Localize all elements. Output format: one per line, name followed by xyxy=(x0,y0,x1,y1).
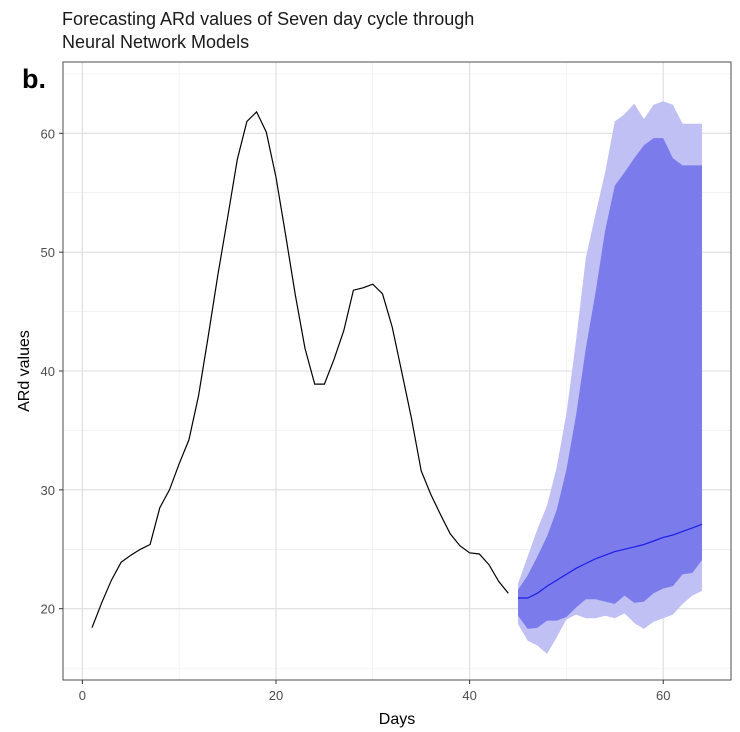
y-tick-label: 50 xyxy=(41,245,55,260)
y-tick-label: 40 xyxy=(41,364,55,379)
x-axis-title: Days xyxy=(379,711,415,728)
forecast-band-80 xyxy=(518,138,702,629)
y-tick-label: 20 xyxy=(41,602,55,617)
forecast-bands xyxy=(518,101,702,654)
y-tick-label: 60 xyxy=(41,126,55,141)
x-tick-label: 60 xyxy=(656,688,670,703)
y-axis-title: ARd values xyxy=(16,330,33,412)
axis-ticks: 0 20 40 60 20 30 40 50 60 xyxy=(41,126,671,703)
x-tick-label: 40 xyxy=(462,688,476,703)
forecast-mean-line xyxy=(518,523,703,599)
x-tick-label: 0 xyxy=(79,688,86,703)
observed-series-line xyxy=(91,110,509,628)
chart-title: Forecasting ARd values of Seven day cycl… xyxy=(62,9,475,52)
x-tick-label: 20 xyxy=(269,688,283,703)
panel-label: b. xyxy=(22,64,46,94)
y-tick-label: 30 xyxy=(41,483,55,498)
series-lines xyxy=(91,110,703,628)
